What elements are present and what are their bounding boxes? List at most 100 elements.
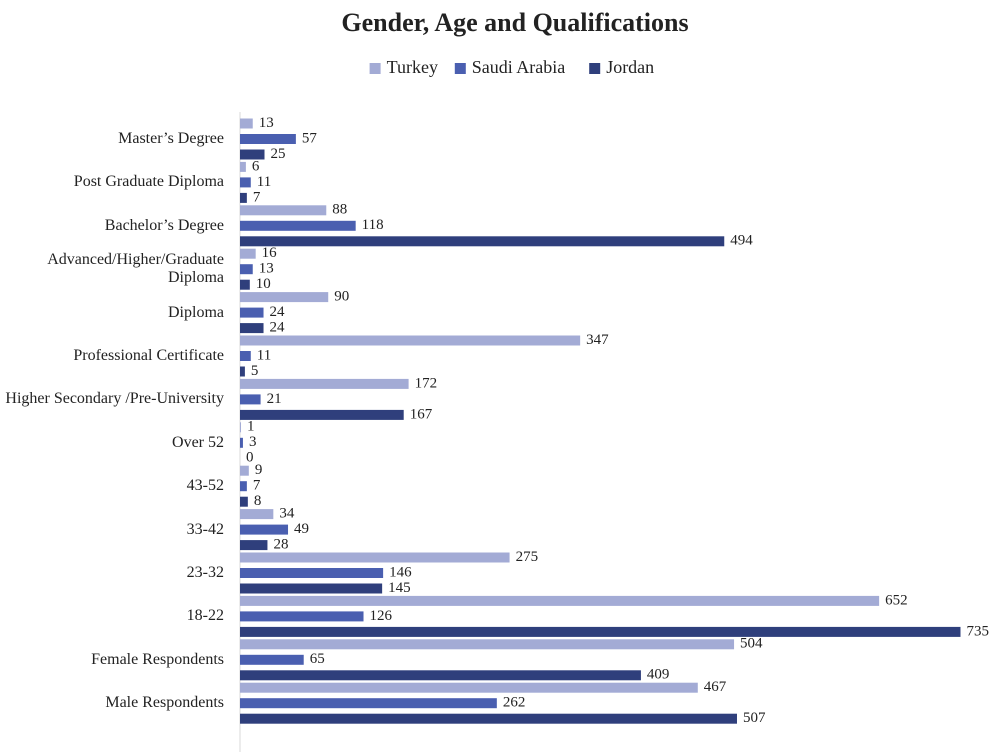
category-label: 33-42 (186, 520, 224, 538)
bar (240, 611, 364, 622)
bar (240, 118, 253, 129)
legend-swatch (454, 63, 466, 74)
value-label: 13 (259, 261, 274, 277)
bar (240, 682, 698, 693)
bar (240, 236, 725, 247)
bar (240, 552, 510, 563)
value-label: 145 (388, 580, 411, 596)
value-label: 57 (302, 130, 318, 146)
bar (240, 654, 304, 665)
bar (240, 323, 264, 334)
value-label: 11 (257, 174, 271, 190)
bar (240, 394, 261, 405)
bar (240, 292, 329, 303)
value-label: 34 (279, 506, 295, 522)
bar (240, 279, 250, 290)
value-label: 262 (503, 695, 526, 711)
category-label: Post Graduate Diploma (73, 173, 224, 191)
bar (240, 626, 961, 637)
category-label: 18-22 (186, 607, 224, 625)
value-label: 65 (310, 651, 325, 667)
bar (240, 670, 641, 681)
bar (240, 481, 247, 492)
value-label: 8 (254, 493, 262, 509)
value-label: 7 (253, 478, 261, 494)
category-label: 43-52 (186, 477, 224, 495)
bar (240, 568, 384, 578)
bar (240, 335, 581, 346)
bar (240, 437, 243, 448)
bar (240, 465, 249, 476)
category-label: Over 52 (172, 433, 224, 451)
bar (240, 639, 735, 650)
category-label: 23-32 (186, 564, 224, 581)
bar (240, 161, 246, 172)
value-label: 167 (410, 406, 433, 422)
legend-swatch (369, 63, 381, 74)
category-label: Higher Secondary /Pre-University (5, 390, 224, 408)
value-label: 172 (415, 375, 438, 391)
legend-label: Turkey (387, 57, 438, 77)
value-label: 467 (704, 679, 727, 695)
category-label: Professional Certificate (73, 347, 224, 364)
value-label: 507 (743, 710, 766, 726)
value-label: 21 (267, 391, 282, 407)
value-label: 735 (966, 623, 989, 639)
bar (240, 307, 264, 318)
bar (240, 496, 248, 507)
value-label: 24 (270, 304, 286, 320)
category-label: Advanced/Higher/Graduate Diploma (47, 251, 224, 287)
category-label: Bachelor’s Degree (104, 216, 224, 234)
value-label: 9 (255, 462, 263, 478)
value-label: 88 (332, 202, 347, 218)
value-label: 16 (262, 245, 278, 261)
bar (240, 595, 880, 606)
category-label: Master’s Degree (118, 130, 224, 147)
bar (240, 205, 327, 216)
value-label: 409 (647, 667, 670, 683)
category-label: Diploma (168, 303, 224, 321)
value-label: 3 (249, 434, 257, 450)
category-label: Female Respondents (91, 650, 224, 668)
value-label: 49 (294, 521, 309, 537)
bar (240, 351, 251, 361)
value-label: 347 (586, 332, 609, 348)
value-label: 13 (259, 115, 274, 131)
bar (240, 409, 404, 420)
value-label: 275 (516, 549, 539, 565)
bar (240, 698, 497, 709)
legend-label: Saudi Arabia (472, 57, 565, 77)
legend-swatch (589, 63, 601, 74)
bar (240, 378, 409, 389)
bar (240, 192, 247, 203)
value-label: 652 (885, 592, 908, 608)
bar (240, 220, 356, 231)
bar (240, 177, 251, 188)
bar (240, 264, 253, 275)
value-label: 0 (246, 450, 254, 466)
legend-label: Jordan (606, 57, 654, 77)
bar (240, 583, 383, 594)
value-label: 28 (273, 537, 288, 553)
value-label: 11 (257, 347, 271, 363)
value-label: 5 (251, 363, 258, 379)
value-label: 494 (730, 233, 753, 249)
bar (240, 134, 296, 144)
value-label: 7 (253, 189, 261, 205)
bar (240, 366, 245, 377)
value-label: 126 (370, 608, 393, 624)
value-label: 6 (252, 158, 260, 174)
bar (240, 422, 241, 433)
bar (240, 149, 265, 160)
bar (240, 540, 268, 551)
value-label: 146 (389, 564, 412, 580)
bar (240, 509, 274, 520)
bar (240, 713, 737, 724)
value-label: 504 (740, 636, 763, 652)
category-label: Male Respondents (105, 694, 224, 712)
chart-title: Gender, Age and Qualifications (341, 8, 688, 37)
value-label: 118 (362, 217, 384, 233)
bar (240, 248, 256, 259)
